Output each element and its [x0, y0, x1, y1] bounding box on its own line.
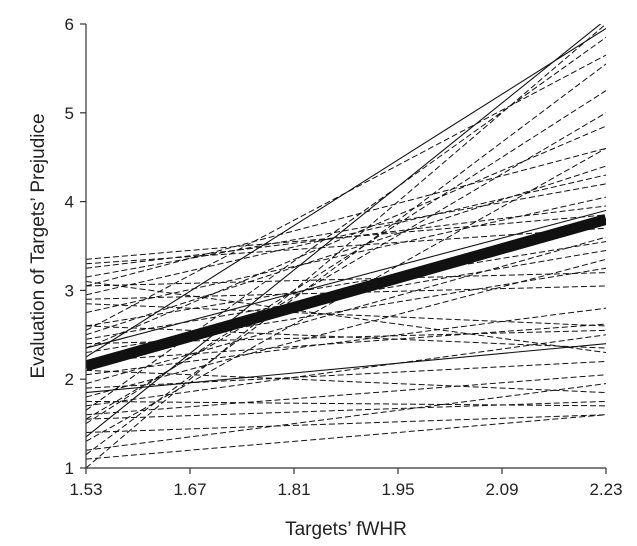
series-line-32: [86, 374, 606, 416]
series-line-27: [86, 323, 606, 362]
x-tick-label: 1.53: [69, 480, 102, 499]
series-line-21: [86, 285, 606, 300]
y-ticks: 1 2 3 4 5 6: [65, 15, 86, 478]
series-line-36: [86, 414, 606, 433]
series-line-33: [86, 369, 606, 394]
series-line-30: [86, 325, 606, 349]
series-line-39: [86, 281, 606, 354]
series-line-24: [86, 236, 606, 385]
series-line-9: [86, 54, 606, 331]
series-line-18: [86, 196, 606, 314]
y-tick-label: 3: [65, 281, 74, 300]
series-line-31: [86, 360, 606, 389]
series-line-1: [86, 27, 606, 358]
x-ticks: 1.53 1.67 1.81 1.95 2.09 2.23: [69, 468, 623, 499]
y-axis-label: Evaluation of Targets’ Prejudice: [28, 113, 49, 378]
series-line-38: [86, 414, 606, 460]
series-line-40: [86, 303, 606, 327]
x-tick-label: 2.23: [589, 480, 622, 499]
series-line-29: [86, 334, 606, 407]
y-tick-label: 2: [65, 370, 74, 389]
mean-regression-line: [86, 214, 606, 372]
series-line-5: [86, 24, 606, 468]
y-tick-label: 1: [65, 459, 74, 478]
x-tick-label: 2.09: [485, 480, 518, 499]
x-tick-label: 1.81: [277, 480, 310, 499]
series-line-6: [86, 63, 606, 456]
series-line-19: [86, 241, 606, 327]
series-layer: [86, 24, 606, 468]
series-line-11: [86, 112, 606, 420]
series-line-13: [86, 174, 606, 296]
y-tick-label: 5: [65, 104, 74, 123]
series-line-20: [86, 272, 606, 287]
series-line-3: [86, 209, 606, 349]
y-tick-label: 6: [65, 15, 74, 34]
series-line-7: [86, 36, 606, 411]
series-line-34: [86, 400, 606, 420]
series-line-42: [86, 165, 606, 336]
series-line-16: [86, 214, 606, 260]
x-tick-label: 1.95: [381, 480, 414, 499]
series-line-26: [86, 307, 606, 376]
series-line-35: [86, 400, 606, 407]
series-line-14: [86, 183, 606, 278]
x-axis-label: Targets’ fWHR: [285, 519, 407, 540]
y-tick-label: 4: [65, 193, 74, 212]
series-line-37: [86, 383, 606, 451]
x-tick-label: 1.67: [173, 480, 206, 499]
series-line-12: [86, 147, 606, 287]
series-line-25: [86, 258, 606, 398]
series-line-4: [86, 343, 606, 394]
series-line-2: [86, 24, 602, 438]
series-line-17: [86, 227, 606, 265]
